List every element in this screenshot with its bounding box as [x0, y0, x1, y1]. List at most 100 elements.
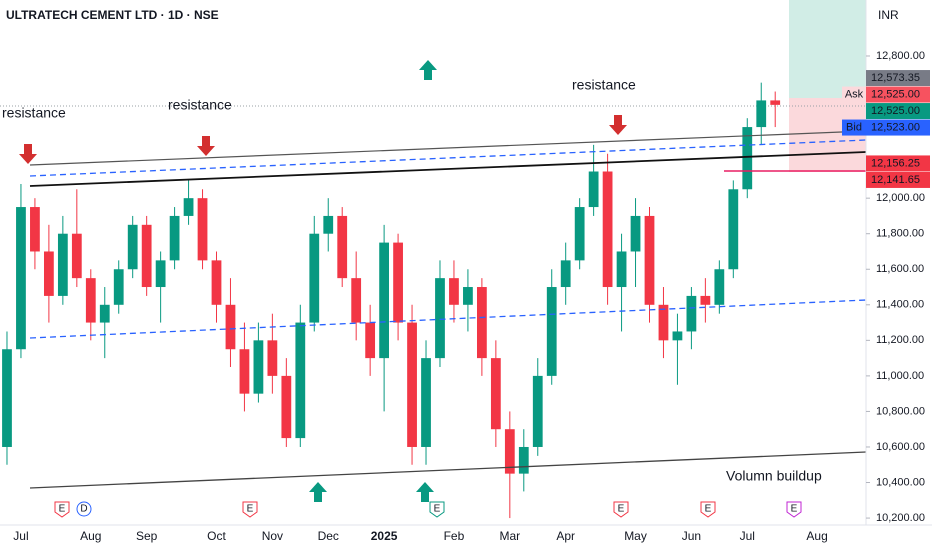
y-tick-label: 10,800.00	[876, 405, 925, 417]
candle-body	[588, 171, 599, 208]
x-tick-label: Aug	[806, 529, 827, 543]
event-label: E	[618, 504, 625, 515]
trend-line	[29, 451, 867, 489]
candle-body	[630, 215, 641, 252]
trend-line	[29, 151, 867, 187]
candle-body	[463, 287, 473, 305]
price-tag	[866, 86, 930, 103]
candle-body	[225, 304, 236, 350]
candle-body	[476, 287, 487, 359]
y-tick-label: 11,800.00	[876, 228, 924, 240]
price-tag-name-box	[842, 119, 866, 136]
candle-body	[211, 260, 222, 305]
candle-body	[728, 189, 739, 270]
annotation: Volumn buildup	[726, 468, 822, 484]
event-badge	[242, 501, 258, 518]
candle-body	[365, 322, 376, 359]
event-label: E	[247, 504, 254, 515]
candle-body	[700, 295, 711, 305]
event-label: E	[705, 504, 712, 515]
event-badge	[429, 501, 445, 518]
price-tag-name: Ask	[845, 88, 864, 100]
candle-body	[323, 215, 334, 234]
down-arrow	[609, 115, 627, 135]
y-tick-label: 11,000.00	[876, 370, 924, 382]
event-label: D	[80, 504, 87, 515]
y-tick-label: 10,200.00	[876, 512, 925, 524]
candle-body	[43, 251, 54, 296]
up-arrow	[419, 60, 437, 80]
candle-body	[267, 340, 278, 376]
candle-body	[2, 349, 12, 447]
event-label: E	[59, 504, 66, 515]
x-tick-label: Jul	[13, 529, 28, 543]
candle-body	[99, 304, 110, 323]
candle-body	[532, 375, 543, 447]
candle-body	[616, 251, 627, 288]
price-tag-name: Bid	[846, 121, 862, 133]
x-tick-label: Apr	[556, 529, 575, 543]
price-tag	[866, 70, 930, 87]
candle-body	[337, 215, 348, 279]
price-tag-label: 12,523.00	[871, 121, 920, 133]
candle-body	[421, 358, 431, 447]
candle-body	[714, 269, 725, 305]
candle-body	[127, 224, 138, 270]
candle-body	[183, 198, 194, 216]
price-tag	[866, 119, 930, 136]
arrows	[19, 60, 627, 502]
y-tick-label: 11,600.00	[876, 263, 924, 275]
candle-body	[253, 340, 264, 394]
candle-body	[742, 127, 753, 190]
candle-body	[85, 278, 96, 323]
y-tick-label: 12,800.00	[876, 50, 925, 62]
candles	[2, 82, 781, 519]
candle-body	[602, 171, 613, 288]
event-badge	[700, 501, 716, 518]
price-tag	[866, 155, 930, 172]
candle-body	[435, 278, 445, 359]
down-arrow	[19, 144, 37, 164]
x-tick-label: Jul	[740, 529, 755, 543]
candle-body	[770, 100, 781, 105]
down-arrow	[197, 136, 215, 156]
x-tick-label: Dec	[318, 529, 339, 543]
candle-body	[16, 207, 26, 350]
candle-body	[449, 278, 459, 305]
drawings	[29, 130, 867, 489]
y-tick-label: 11,200.00	[876, 334, 924, 346]
price-tag-label: 12,573.35	[871, 72, 920, 84]
event-badge	[786, 501, 802, 518]
candle-body	[295, 322, 306, 439]
event-badge	[613, 501, 629, 518]
candle-body	[490, 358, 501, 430]
x-tick-label: 2025	[371, 529, 398, 543]
event-label: E	[434, 504, 441, 515]
price-tag-label: 12,156.25	[871, 157, 920, 169]
price-tag-label: 12,141.65	[871, 174, 920, 186]
candle-body	[672, 331, 683, 341]
candle-body	[113, 269, 124, 305]
up-arrow	[416, 482, 434, 502]
y-tick-label: 12,000.00	[876, 192, 925, 204]
annotation: resistance	[2, 105, 66, 121]
candle-body	[169, 215, 180, 261]
candle-body	[504, 429, 515, 474]
candle-body	[393, 242, 403, 323]
candle-body	[574, 207, 585, 261]
x-tick-label: Aug	[80, 529, 101, 543]
x-tick-label: Nov	[262, 529, 283, 543]
annotation: resistance	[572, 77, 636, 93]
candle-body	[658, 304, 669, 341]
price-tag-label: 12,525.00	[871, 88, 920, 100]
price-tag-name-box	[842, 86, 866, 103]
up-arrow	[309, 482, 327, 502]
event-badge	[54, 501, 70, 518]
trend-line	[29, 130, 867, 166]
y-tick-label: 10,400.00	[876, 476, 925, 488]
price-tag-label: 12,525.00	[871, 105, 920, 117]
candle-body	[686, 295, 697, 332]
event-label: E	[791, 504, 798, 515]
